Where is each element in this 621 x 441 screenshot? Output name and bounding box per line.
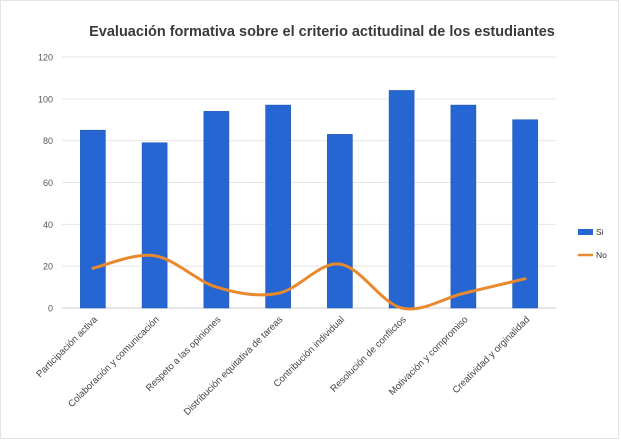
chart-title: Evaluación formativa sobre el criterio a…: [89, 24, 555, 40]
bars-si: [80, 90, 538, 309]
bar-si: [80, 129, 106, 309]
y-tick-label: 40: [43, 220, 53, 230]
y-tick-label: 80: [43, 136, 53, 146]
bar-si: [512, 119, 538, 309]
legend-swatch-si: [578, 229, 593, 235]
y-axis: 0 20 40 60 80 100 120: [38, 53, 53, 314]
x-tick-label: Participación activa: [34, 314, 100, 380]
bar-si: [203, 111, 230, 309]
x-tick-label: Distribución equitativa de tareas: [182, 314, 286, 418]
legend: Si No: [578, 227, 607, 260]
y-tick-label: 20: [43, 262, 53, 272]
y-tick-label: 60: [43, 178, 53, 188]
bar-si: [265, 104, 291, 309]
line-no: [91, 253, 527, 311]
bar-si: [450, 104, 477, 309]
y-tick-label: 0: [48, 304, 53, 314]
bar-si: [327, 134, 353, 309]
bar-si: [388, 90, 415, 309]
y-tick-label: 100: [38, 94, 53, 104]
line-series-no: [91, 253, 527, 311]
legend-label-si: Si: [596, 227, 604, 237]
legend-label-no: No: [596, 250, 607, 260]
gridlines: [62, 56, 556, 309]
bar-si: [141, 142, 168, 309]
y-tick-label: 120: [38, 53, 53, 63]
